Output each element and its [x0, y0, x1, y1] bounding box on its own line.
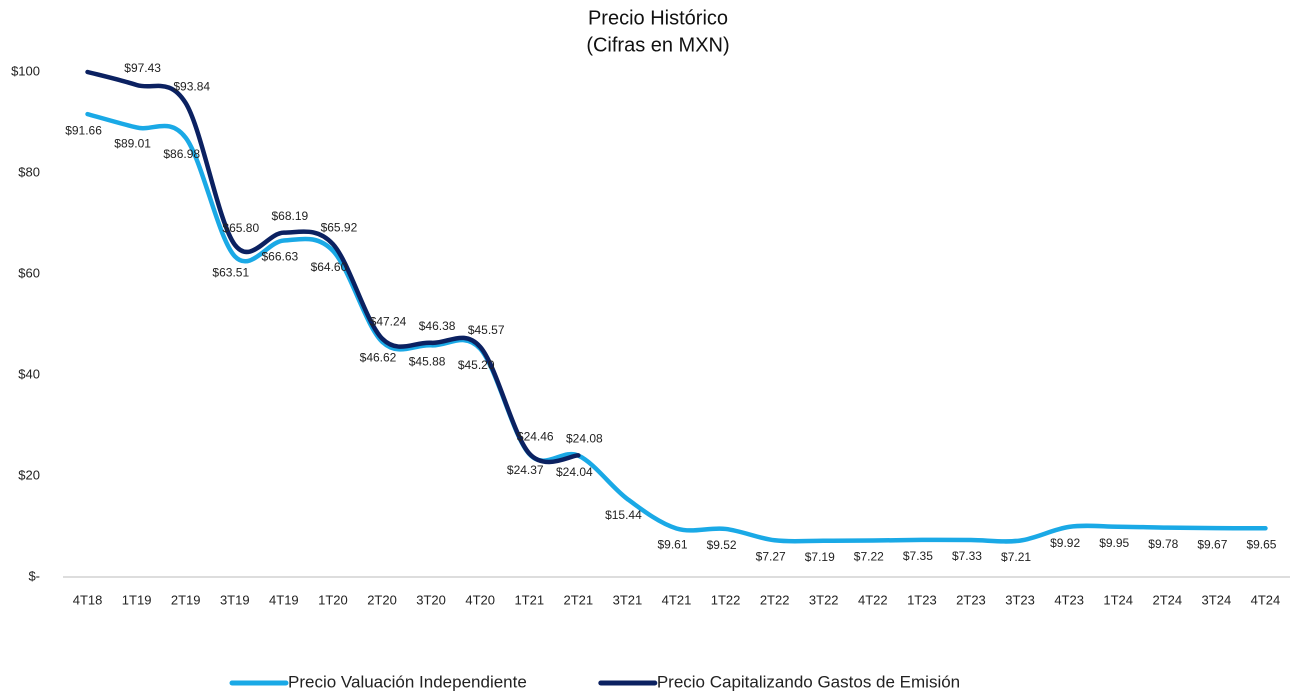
data-label: $45.88 [409, 354, 446, 368]
chart-subtitle: (Cifras en MXN) [586, 34, 729, 56]
data-label: $45.57 [468, 323, 505, 337]
x-tick-label: 2T22 [760, 592, 790, 607]
data-label: $9.67 [1197, 537, 1227, 551]
data-label: $86.98 [163, 147, 200, 161]
x-tick-label: 3T21 [613, 592, 643, 607]
x-tick-label: 2T24 [1152, 592, 1182, 607]
x-tick-label: 4T18 [73, 592, 103, 607]
x-tick-label: 2T21 [564, 592, 594, 607]
x-tick-label: 4T20 [465, 592, 495, 607]
data-label: $9.61 [657, 538, 687, 552]
data-label: $7.35 [903, 549, 933, 563]
data-label: $47.24 [370, 315, 407, 329]
data-label: $9.65 [1246, 537, 1276, 551]
data-label: $15.44 [605, 508, 642, 522]
data-label: $46.38 [419, 319, 456, 333]
x-tick-label: 3T23 [1005, 592, 1035, 607]
legend-label: Precio Valuación Independiente [288, 672, 527, 691]
chart-title: Precio Histórico [588, 7, 728, 29]
data-label: $7.33 [952, 549, 982, 563]
series-line [85, 69, 581, 465]
data-label: $93.84 [173, 79, 210, 93]
data-label: $9.52 [707, 538, 737, 552]
x-tick-label: 1T24 [1103, 592, 1133, 607]
x-tick-label: 4T21 [662, 592, 692, 607]
x-tick-label: 1T23 [907, 592, 937, 607]
x-tick-label: 3T22 [809, 592, 839, 607]
data-label: $97.43 [124, 61, 161, 75]
data-label: $68.19 [272, 209, 309, 223]
y-tick-label: $40 [18, 366, 40, 381]
data-label: $65.80 [222, 221, 259, 235]
data-label: $9.95 [1099, 536, 1129, 550]
x-tick-label: 4T24 [1251, 592, 1281, 607]
data-label: $91.66 [65, 123, 102, 137]
y-tick-label: $20 [18, 467, 40, 482]
data-label: $7.22 [854, 550, 884, 564]
data-label: $66.63 [262, 250, 299, 264]
y-tick-label: $100 [11, 63, 40, 78]
data-label: $45.20 [458, 358, 495, 372]
x-tick-label: 1T22 [711, 592, 741, 607]
x-tick-label: 4T19 [269, 592, 299, 607]
x-tick-label: 1T20 [318, 592, 348, 607]
legend-label: Precio Capitalizando Gastos de Emisión [657, 672, 960, 691]
data-label: $24.04 [556, 465, 593, 479]
data-label: $64.60 [311, 260, 348, 274]
y-tick-label: $- [28, 568, 40, 583]
data-label: $89.01 [114, 137, 151, 151]
data-label: $7.21 [1001, 550, 1031, 564]
x-tick-label: 2T20 [367, 592, 397, 607]
data-label: $9.92 [1050, 536, 1080, 550]
data-label: $24.08 [566, 432, 603, 446]
data-label: $7.19 [805, 550, 835, 564]
data-label: $24.46 [517, 430, 554, 444]
data-label: $9.78 [1148, 537, 1178, 551]
series-line [85, 111, 1268, 544]
x-tick-label: 3T20 [416, 592, 446, 607]
data-label: $46.62 [360, 351, 397, 365]
data-label: $65.92 [321, 220, 358, 234]
x-tick-label: 3T19 [220, 592, 250, 607]
x-tick-label: 2T23 [956, 592, 986, 607]
y-tick-label: $60 [18, 265, 40, 280]
x-tick-label: 4T22 [858, 592, 888, 607]
data-label: $7.27 [756, 549, 786, 563]
y-tick-label: $80 [18, 164, 40, 179]
data-label: $63.51 [212, 265, 249, 279]
x-tick-label: 2T19 [171, 592, 201, 607]
x-tick-label: 1T21 [514, 592, 544, 607]
x-tick-label: 4T23 [1054, 592, 1084, 607]
x-tick-label: 3T24 [1202, 592, 1232, 607]
x-tick-label: 1T19 [122, 592, 152, 607]
data-label: $24.37 [507, 463, 544, 477]
